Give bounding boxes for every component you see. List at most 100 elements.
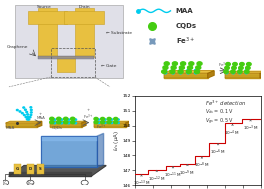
Circle shape [23, 107, 25, 108]
Polygon shape [40, 136, 97, 167]
Bar [37, 164, 44, 174]
Circle shape [57, 117, 61, 120]
Circle shape [104, 119, 106, 120]
Text: 10$^{-12}$ M: 10$^{-12}$ M [148, 170, 166, 184]
Text: $V_{ds}$ = 0.1 V: $V_{ds}$ = 0.1 V [205, 107, 234, 116]
Circle shape [232, 66, 236, 70]
Text: ← Substrate: ← Substrate [106, 31, 132, 35]
Circle shape [60, 122, 63, 124]
Circle shape [30, 114, 32, 115]
Circle shape [171, 66, 176, 69]
Circle shape [25, 116, 27, 118]
Circle shape [162, 70, 167, 74]
Text: S: S [39, 167, 42, 171]
Text: $V_{gs}$ = 0.5 V: $V_{gs}$ = 0.5 V [205, 116, 234, 127]
Circle shape [244, 70, 249, 73]
Circle shape [97, 122, 100, 124]
Circle shape [172, 62, 177, 65]
Circle shape [94, 117, 98, 120]
Circle shape [67, 122, 70, 124]
Circle shape [246, 66, 250, 70]
Text: Drain: Drain [79, 5, 91, 9]
Circle shape [189, 62, 194, 65]
Text: Fe$^{3+}$ detection: Fe$^{3+}$ detection [205, 98, 246, 108]
Bar [57, 56, 74, 72]
Polygon shape [225, 74, 260, 78]
Circle shape [172, 69, 174, 71]
Circle shape [172, 72, 174, 74]
Polygon shape [164, 74, 208, 78]
Circle shape [94, 121, 98, 124]
Circle shape [101, 121, 105, 124]
Text: 10$^{-8}$ M: 10$^{-8}$ M [194, 157, 210, 170]
Polygon shape [208, 71, 214, 78]
Circle shape [195, 69, 197, 71]
Polygon shape [50, 121, 86, 123]
Text: CQDs: CQDs [176, 23, 197, 29]
Circle shape [225, 72, 228, 74]
Text: G: G [16, 167, 20, 171]
Text: Fe$^{3+}$: Fe$^{3+}$ [218, 61, 229, 70]
Circle shape [29, 117, 31, 118]
Circle shape [30, 112, 32, 113]
Circle shape [54, 119, 56, 120]
Circle shape [50, 117, 54, 120]
Y-axis label: $I_{ds}$ ($\mu$A): $I_{ds}$ ($\mu$A) [112, 130, 121, 151]
Circle shape [197, 62, 202, 65]
Circle shape [117, 122, 119, 124]
Text: D: D [29, 167, 32, 171]
Circle shape [224, 70, 228, 73]
Text: 10$^{-9}$ M: 10$^{-9}$ M [180, 164, 195, 178]
Bar [28, 11, 67, 24]
Circle shape [226, 63, 230, 66]
Circle shape [23, 114, 25, 116]
Text: +
Fe$^{3+}$: + Fe$^{3+}$ [83, 108, 94, 122]
Circle shape [239, 66, 243, 70]
Polygon shape [6, 121, 42, 123]
Polygon shape [164, 71, 214, 74]
Circle shape [101, 117, 105, 120]
Circle shape [238, 70, 242, 73]
Circle shape [245, 70, 247, 71]
Circle shape [181, 62, 186, 65]
Circle shape [164, 69, 167, 71]
Polygon shape [82, 121, 86, 127]
Circle shape [107, 117, 111, 120]
Text: ← Gate: ← Gate [101, 64, 117, 68]
Text: 10$^{-13}$ M: 10$^{-13}$ M [133, 175, 150, 188]
Polygon shape [97, 133, 103, 167]
Circle shape [27, 119, 29, 120]
Text: Source: Source [37, 5, 52, 9]
Polygon shape [50, 123, 82, 127]
Circle shape [21, 112, 23, 114]
Circle shape [114, 117, 118, 120]
Text: +
Fe$^{3+}$: + Fe$^{3+}$ [96, 117, 107, 132]
Text: 10$^{-4}$ M: 10$^{-4}$ M [224, 124, 241, 138]
Circle shape [111, 122, 113, 124]
Circle shape [225, 70, 228, 71]
Circle shape [170, 70, 175, 74]
Circle shape [27, 116, 29, 117]
Text: 10$^{-3}$ M: 10$^{-3}$ M [243, 119, 258, 133]
Circle shape [187, 69, 190, 71]
Circle shape [19, 111, 21, 112]
Circle shape [67, 119, 70, 120]
Circle shape [107, 121, 111, 124]
Circle shape [81, 180, 88, 185]
Circle shape [27, 180, 34, 185]
Circle shape [196, 66, 201, 69]
Circle shape [240, 63, 244, 66]
Polygon shape [94, 123, 126, 127]
Polygon shape [6, 123, 37, 127]
Circle shape [26, 111, 28, 113]
Bar [38, 56, 93, 59]
Bar [14, 164, 21, 174]
Bar [74, 8, 93, 57]
Circle shape [179, 66, 184, 69]
Text: 10$^{-11}$ M: 10$^{-11}$ M [164, 167, 182, 180]
Bar [51, 48, 95, 77]
Circle shape [50, 121, 54, 124]
Circle shape [186, 70, 191, 74]
Circle shape [28, 119, 30, 120]
Text: $V_{DS}$: $V_{DS}$ [27, 179, 34, 187]
